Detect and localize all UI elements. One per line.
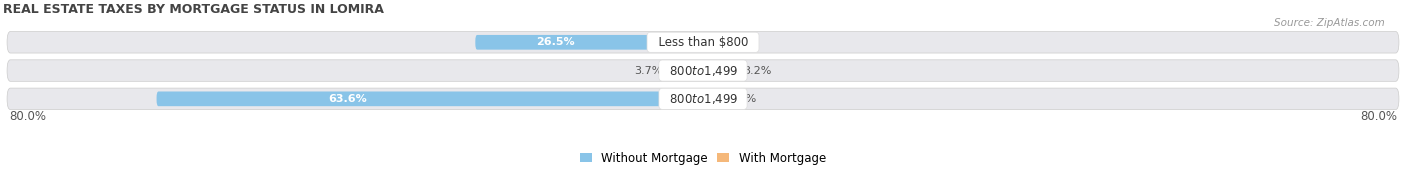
Text: 80.0%: 80.0% [1360, 110, 1398, 123]
Text: 0.0%: 0.0% [716, 37, 744, 47]
Text: 1.5%: 1.5% [728, 94, 756, 104]
Text: 63.6%: 63.6% [329, 94, 367, 104]
Text: Source: ZipAtlas.com: Source: ZipAtlas.com [1274, 18, 1385, 27]
FancyBboxPatch shape [703, 91, 716, 106]
Text: 26.5%: 26.5% [536, 37, 574, 47]
Text: 3.2%: 3.2% [744, 66, 772, 76]
Text: 80.0%: 80.0% [8, 110, 46, 123]
Text: $800 to $1,499: $800 to $1,499 [662, 92, 744, 106]
FancyBboxPatch shape [703, 63, 731, 78]
FancyBboxPatch shape [7, 88, 1399, 110]
FancyBboxPatch shape [156, 91, 703, 106]
Legend: Without Mortgage, With Mortgage: Without Mortgage, With Mortgage [581, 152, 825, 165]
Text: 3.7%: 3.7% [634, 66, 662, 76]
Text: $800 to $1,499: $800 to $1,499 [662, 64, 744, 78]
FancyBboxPatch shape [475, 35, 703, 50]
Text: REAL ESTATE TAXES BY MORTGAGE STATUS IN LOMIRA: REAL ESTATE TAXES BY MORTGAGE STATUS IN … [3, 3, 384, 16]
FancyBboxPatch shape [7, 32, 1399, 53]
FancyBboxPatch shape [7, 60, 1399, 81]
FancyBboxPatch shape [671, 63, 703, 78]
Text: Less than $800: Less than $800 [651, 36, 755, 49]
